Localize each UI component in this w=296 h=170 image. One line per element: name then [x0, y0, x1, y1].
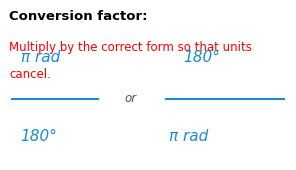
Text: 180°: 180° [21, 129, 58, 144]
Text: 180°: 180° [184, 50, 221, 65]
Text: π rad: π rad [21, 50, 60, 65]
Text: Multiply by the correct form so that units: Multiply by the correct form so that uni… [9, 41, 252, 54]
Text: π rad: π rad [169, 129, 208, 144]
Text: Conversion factor:: Conversion factor: [9, 10, 147, 23]
Text: or: or [124, 92, 136, 105]
Text: cancel.: cancel. [9, 68, 51, 81]
